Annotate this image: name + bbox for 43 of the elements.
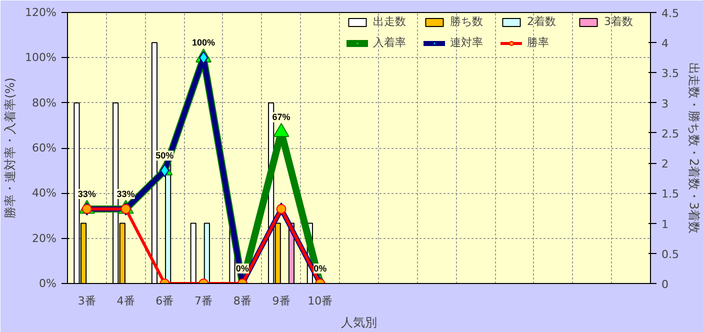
y2-tick-label: 0	[662, 278, 668, 291]
legend-label: 勝率	[527, 35, 550, 50]
legend-label: 入着率	[373, 35, 407, 50]
data-label: 0%	[314, 264, 327, 274]
y-tick-label: 40%	[32, 186, 57, 200]
x-tick-label: 9番	[272, 294, 290, 308]
x-tick-label: 8番	[233, 294, 252, 308]
data-label: 50%	[156, 150, 174, 161]
y-tick-label: 60%	[32, 142, 57, 154]
x-tick-label: 6番	[156, 294, 174, 308]
legend-label: 勝ち数	[450, 14, 484, 29]
y2-tick-label: 2.5	[662, 127, 679, 140]
y2-tick-label: 2	[662, 158, 668, 171]
y2-tick-label: 4.5	[662, 7, 679, 20]
legend-label: 3着数	[604, 14, 634, 29]
y2-tick-label: 0.5	[662, 248, 679, 261]
x-tick-label: 10番	[308, 294, 333, 308]
y-tick-label: 120%	[25, 6, 57, 19]
y2-axis-title: 出走数・勝ち数・2着数・3着数	[686, 62, 701, 234]
x-axis-title: 人気別	[341, 316, 377, 330]
y2-tick-label: 1.5	[662, 188, 679, 201]
y-tick-label: 80%	[32, 96, 57, 110]
data-label: 0%	[236, 264, 249, 274]
point	[199, 51, 208, 64]
y2-tick-label: 1	[662, 218, 668, 231]
data-label: 33%	[78, 188, 96, 199]
point	[273, 123, 290, 138]
x-tick-label: 4番	[116, 294, 135, 308]
data-label: 67%	[272, 112, 290, 122]
x-tick-label: 3番	[78, 294, 96, 308]
y-tick-label: 0%	[39, 277, 56, 290]
y2-tick-label: 3.5	[662, 67, 679, 80]
y2-tick-label: 3	[662, 97, 668, 110]
y2-tick-label: 4	[662, 37, 668, 50]
legend-label: 2着数	[527, 14, 557, 29]
legend-label: 連対率	[450, 35, 484, 50]
y-tick-label: 100%	[25, 51, 57, 64]
y-axis-title: 勝率・連対率・入着率(%)	[3, 78, 18, 218]
data-label: 33%	[116, 188, 135, 199]
legend-label: 出走数	[373, 14, 407, 29]
data-label: 100%	[192, 38, 216, 48]
x-tick-label: 7番	[194, 294, 213, 308]
y-tick-label: 20%	[32, 232, 57, 245]
